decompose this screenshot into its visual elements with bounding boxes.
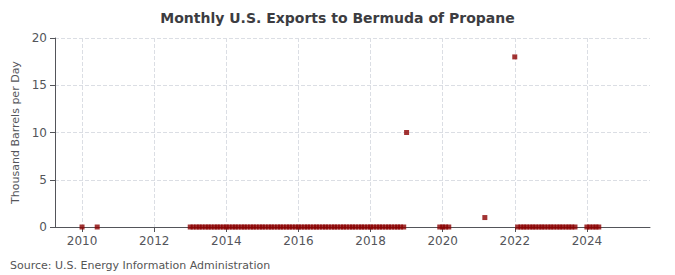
svg-text:2018: 2018: [355, 234, 386, 248]
svg-text:2020: 2020: [427, 234, 458, 248]
svg-text:15: 15: [32, 78, 47, 92]
svg-text:Thousand Barrels per Day: Thousand Barrels per Day: [9, 61, 22, 205]
svg-text:0: 0: [39, 220, 47, 234]
svg-text:5: 5: [39, 173, 47, 187]
svg-text:Source: U.S. Energy Informatio: Source: U.S. Energy Information Administ…: [10, 259, 270, 272]
svg-text:2024: 2024: [572, 234, 603, 248]
svg-text:2010: 2010: [67, 234, 98, 248]
svg-text:2016: 2016: [283, 234, 314, 248]
svg-text:Monthly U.S. Exports to Bermud: Monthly U.S. Exports to Bermuda of Propa…: [160, 10, 514, 26]
svg-text:2014: 2014: [211, 234, 242, 248]
svg-text:10: 10: [32, 126, 47, 140]
svg-text:20: 20: [32, 31, 47, 45]
svg-text:2012: 2012: [139, 234, 170, 248]
svg-text:2022: 2022: [499, 234, 530, 248]
